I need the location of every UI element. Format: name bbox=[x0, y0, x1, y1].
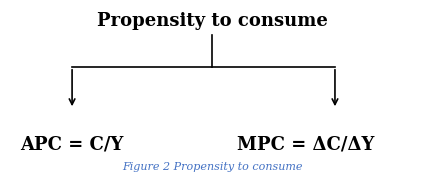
Text: APC = C/Y: APC = C/Y bbox=[20, 135, 124, 153]
Text: Propensity to consume: Propensity to consume bbox=[97, 12, 327, 30]
Text: MPC = ΔC/ΔY: MPC = ΔC/ΔY bbox=[237, 135, 374, 153]
Text: Figure 2 Propensity to consume: Figure 2 Propensity to consume bbox=[122, 162, 302, 172]
